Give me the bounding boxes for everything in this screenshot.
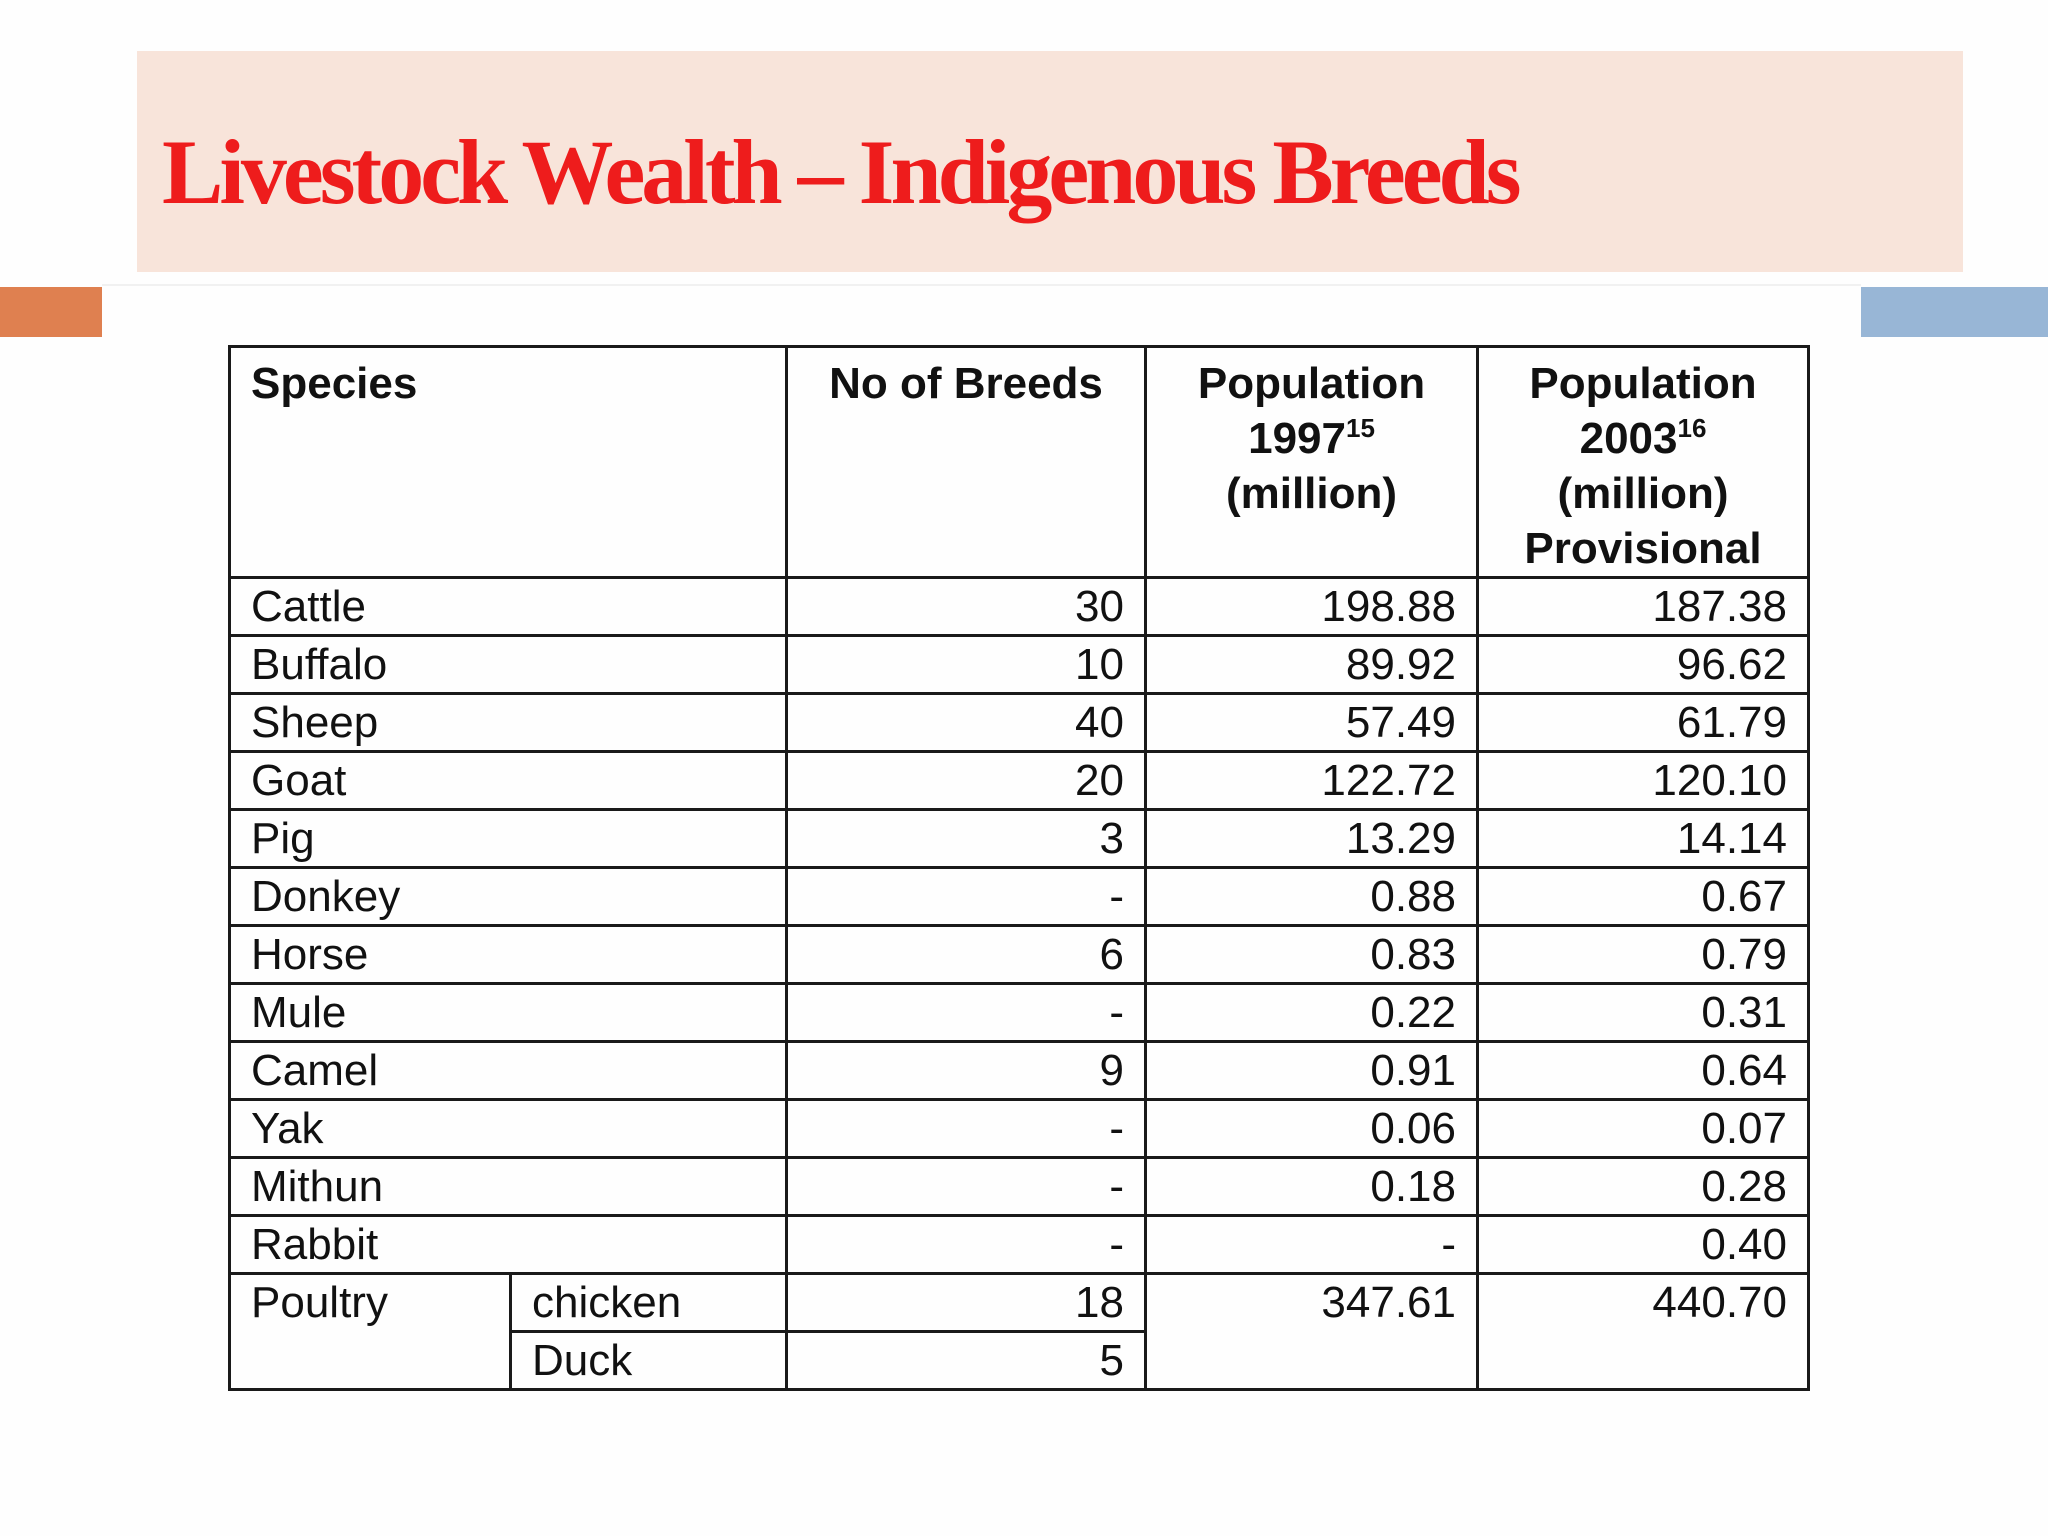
cell-breeds: 18 bbox=[785, 1272, 1147, 1333]
title-band: Livestock Wealth – Indigenous Breeds bbox=[137, 51, 1963, 272]
cell-pop2003: 0.67 bbox=[1476, 866, 1810, 927]
cell-species: Camel bbox=[228, 1040, 788, 1101]
table-row: Mithun - 0.18 0.28 bbox=[228, 1156, 1810, 1217]
header-species: Species bbox=[228, 345, 788, 579]
cell-species: Cattle bbox=[228, 576, 788, 637]
cell-pop2003: 0.07 bbox=[1476, 1098, 1810, 1159]
cell-pop2003: 96.62 bbox=[1476, 634, 1810, 695]
cell-species: Goat bbox=[228, 750, 788, 811]
header-1997-ref: 15 bbox=[1345, 413, 1375, 443]
cell-breeds: - bbox=[785, 1214, 1147, 1275]
header-2003-unit: (million) bbox=[1557, 469, 1729, 518]
cell-pop1997: 0.22 bbox=[1144, 982, 1479, 1043]
cell-pop1997: 0.18 bbox=[1144, 1156, 1479, 1217]
table-header-row: Species No of Breeds Population 199715 (… bbox=[228, 345, 1810, 579]
header-1997-unit: (million) bbox=[1225, 469, 1398, 518]
cell-breeds: - bbox=[785, 1156, 1147, 1217]
cell-species: Mithun bbox=[228, 1156, 788, 1217]
cell-species: Yak bbox=[228, 1098, 788, 1159]
cell-breeds: 30 bbox=[785, 576, 1147, 637]
table-row: Mule - 0.22 0.31 bbox=[228, 982, 1810, 1043]
cell-breeds: 10 bbox=[785, 634, 1147, 695]
cell-breeds: 5 bbox=[785, 1330, 1147, 1391]
table-row: Donkey - 0.88 0.67 bbox=[228, 866, 1810, 927]
header-2003-ref: 16 bbox=[1677, 413, 1707, 443]
cell-pop1997: 57.49 bbox=[1144, 692, 1479, 753]
cell-pop1997: 198.88 bbox=[1144, 576, 1479, 637]
cell-pop2003: 120.10 bbox=[1476, 750, 1810, 811]
cell-pop2003: 187.38 bbox=[1476, 576, 1810, 637]
cell-pop2003: 0.31 bbox=[1476, 982, 1810, 1043]
cell-breeds: 3 bbox=[785, 808, 1147, 869]
cell-pop1997: 0.83 bbox=[1144, 924, 1479, 985]
cell-pop2003-poultry: 440.70 bbox=[1476, 1272, 1810, 1391]
cell-pop1997: 0.88 bbox=[1144, 866, 1479, 927]
table-row-poultry-sub: Duck 5 bbox=[230, 1330, 1809, 1391]
cell-species: Sheep bbox=[228, 692, 788, 753]
header-1997-year: 1997 bbox=[1248, 414, 1346, 463]
cell-subtype: Duck bbox=[509, 1330, 788, 1391]
cell-breeds: - bbox=[785, 982, 1147, 1043]
accent-bar-left bbox=[0, 287, 102, 337]
cell-pop2003: 0.40 bbox=[1476, 1214, 1810, 1275]
header-2003-year: 2003 bbox=[1579, 414, 1678, 463]
cell-pop2003: 0.28 bbox=[1476, 1156, 1810, 1217]
cell-pop1997: 0.06 bbox=[1144, 1098, 1479, 1159]
table-row: Camel 9 0.91 0.64 bbox=[228, 1040, 1810, 1101]
header-population-2003: Population 200316 (million) Provisional bbox=[1476, 345, 1810, 579]
header-population-1997: Population 199715 (million) bbox=[1144, 345, 1479, 579]
cell-pop1997: 13.29 bbox=[1144, 808, 1479, 869]
cell-pop1997: 122.72 bbox=[1144, 750, 1479, 811]
header-breeds: No of Breeds bbox=[785, 345, 1147, 579]
table-row: Yak - 0.06 0.07 bbox=[228, 1098, 1810, 1159]
table-row: Horse 6 0.83 0.79 bbox=[228, 924, 1810, 985]
table-row: Cattle 30 198.88 187.38 bbox=[228, 576, 1810, 637]
cell-pop2003: 0.64 bbox=[1476, 1040, 1810, 1101]
cell-species-poultry: Poultry bbox=[228, 1272, 512, 1391]
cell-species: Buffalo bbox=[228, 634, 788, 695]
cell-pop2003: 61.79 bbox=[1476, 692, 1810, 753]
accent-bar-right bbox=[1861, 287, 2048, 337]
cell-breeds: 6 bbox=[785, 924, 1147, 985]
cell-pop2003: 14.14 bbox=[1476, 808, 1810, 869]
cell-breeds: 20 bbox=[785, 750, 1147, 811]
cell-pop2003: 0.79 bbox=[1476, 924, 1810, 985]
divider-line bbox=[102, 284, 1861, 286]
header-2003-label: Population bbox=[1529, 359, 1757, 408]
cell-species: Mule bbox=[228, 982, 788, 1043]
table-row: Sheep 40 57.49 61.79 bbox=[228, 692, 1810, 753]
header-2003-note: Provisional bbox=[1524, 524, 1762, 573]
table-row: Buffalo 10 89.92 96.62 bbox=[228, 634, 1810, 695]
cell-species: Donkey bbox=[228, 866, 788, 927]
cell-breeds: 9 bbox=[785, 1040, 1147, 1101]
cell-pop1997-poultry: 347.61 bbox=[1144, 1272, 1479, 1391]
table-row-poultry: Poultry chicken 18 347.61 440.70 bbox=[228, 1272, 1810, 1391]
cell-breeds: - bbox=[785, 1098, 1147, 1159]
slide-title: Livestock Wealth – Indigenous Breeds bbox=[162, 121, 1521, 223]
cell-pop1997: 89.92 bbox=[1144, 634, 1479, 695]
cell-species: Horse bbox=[228, 924, 788, 985]
livestock-table: Species No of Breeds Population 199715 (… bbox=[228, 345, 1810, 1391]
table-row: Goat 20 122.72 120.10 bbox=[228, 750, 1810, 811]
header-1997-label: Population bbox=[1197, 359, 1426, 408]
cell-breeds: 40 bbox=[785, 692, 1147, 753]
cell-subtype: chicken bbox=[509, 1272, 788, 1333]
table-row: Rabbit - - 0.40 bbox=[228, 1214, 1810, 1275]
cell-breeds: - bbox=[785, 866, 1147, 927]
cell-pop1997: - bbox=[1144, 1214, 1479, 1275]
cell-pop1997: 0.91 bbox=[1144, 1040, 1479, 1101]
cell-species: Pig bbox=[228, 808, 788, 869]
table-row: Pig 3 13.29 14.14 bbox=[228, 808, 1810, 869]
cell-species: Rabbit bbox=[228, 1214, 788, 1275]
